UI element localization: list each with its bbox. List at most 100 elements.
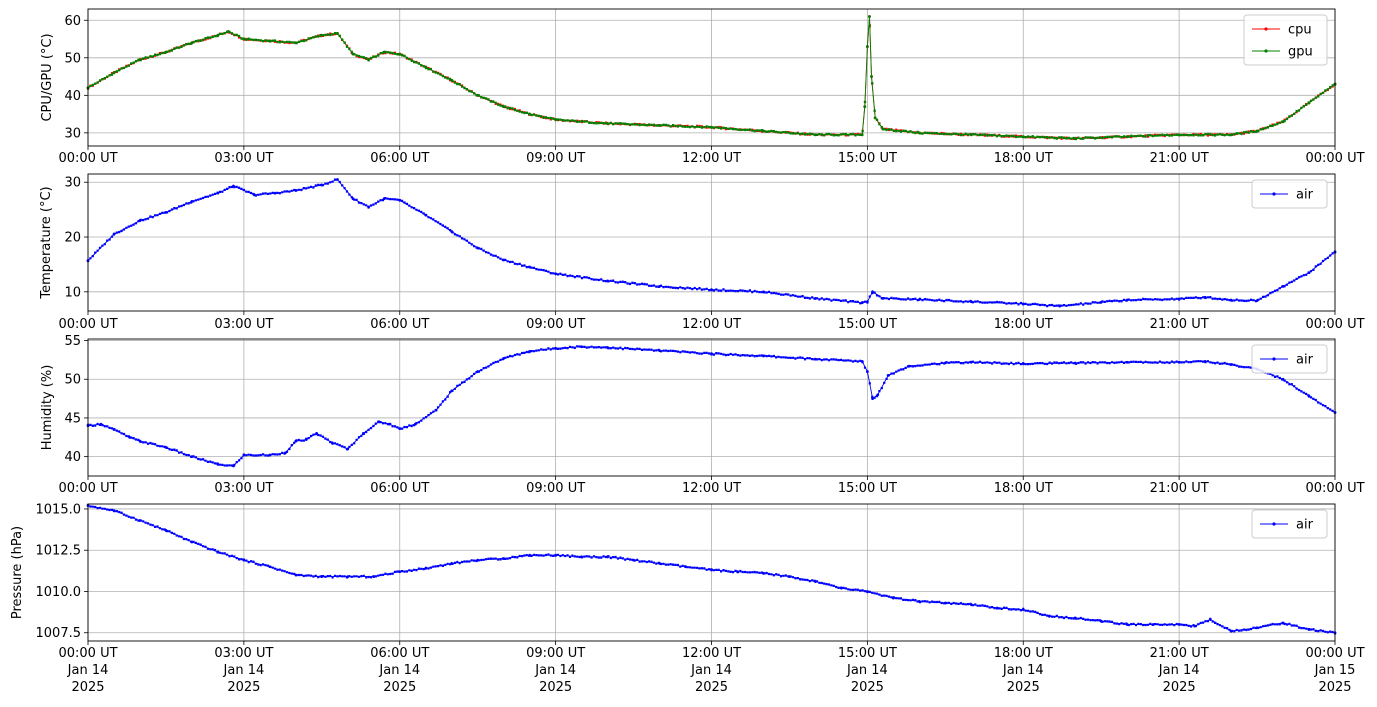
y-tick-label: 50 xyxy=(64,373,81,388)
data-point-air xyxy=(1021,302,1025,306)
data-point-air xyxy=(424,213,428,217)
data-point-air xyxy=(138,439,142,443)
legend: cpu gpu xyxy=(1243,14,1328,66)
data-point-air xyxy=(995,606,999,610)
data-point-air xyxy=(128,435,131,439)
data-point-air xyxy=(1099,619,1103,623)
legend-box xyxy=(1251,344,1328,374)
legend-label-air: air xyxy=(1296,353,1314,368)
x-tick-year-label: 2025 xyxy=(851,680,884,695)
data-point-air xyxy=(315,432,319,435)
data-point-air xyxy=(969,603,973,607)
data-point-air xyxy=(658,562,661,565)
x-tick-label: 09:00 UT xyxy=(526,151,585,166)
data-point-air xyxy=(1125,360,1129,364)
x-tick-label: 03:00 UT xyxy=(214,481,273,496)
y-tick-label: 1010.0 xyxy=(36,585,82,600)
data-point-air xyxy=(502,258,506,262)
x-tick-label: 06:00 UT xyxy=(370,151,429,166)
data-point-gpu xyxy=(112,71,116,75)
y-tick-label: 1012.5 xyxy=(36,544,82,559)
data-point-gpu xyxy=(398,52,402,56)
data-point-air xyxy=(502,356,506,360)
data-point-air xyxy=(554,272,558,276)
data-point-air xyxy=(1307,394,1311,398)
data-point-air xyxy=(917,298,921,301)
data-point-air xyxy=(382,197,386,201)
data-point-gpu xyxy=(226,30,230,33)
plot-frame xyxy=(87,338,1336,477)
data-point-gpu xyxy=(1281,120,1285,124)
data-point-air xyxy=(762,290,765,294)
data-point-air xyxy=(1177,297,1181,301)
data-point-air xyxy=(346,575,350,579)
data-point-air xyxy=(232,464,235,468)
data-point-air xyxy=(190,455,194,459)
x-tick-label: 15:00 UT xyxy=(838,646,897,661)
x-tick-year-label: 2025 xyxy=(1318,680,1351,695)
data-point-air xyxy=(476,246,480,250)
data-point-air xyxy=(112,509,116,513)
data-point-air xyxy=(762,354,765,358)
data-point-air xyxy=(876,393,880,397)
data-point-air xyxy=(304,438,308,442)
y-tick-label: 1015.0 xyxy=(36,502,82,517)
x-tick-year-label: 2025 xyxy=(1163,680,1196,695)
data-point-air xyxy=(1177,623,1181,626)
data-point-air xyxy=(684,565,687,569)
data-point-air xyxy=(346,447,350,451)
x-tick-date-label: Jan 14 xyxy=(690,663,732,678)
data-point-air xyxy=(450,389,454,393)
legend-swatch-marker xyxy=(1272,522,1276,526)
x-tick-year-label: 2025 xyxy=(383,680,416,695)
x-tick-label: 03:00 UT xyxy=(214,151,273,166)
legend-label-cpu: cpu xyxy=(1288,23,1312,38)
data-point-air xyxy=(361,432,365,435)
data-point-air xyxy=(476,370,480,373)
x-tick-label: 00:00 UT xyxy=(58,151,117,166)
data-point-gpu xyxy=(320,33,324,37)
data-point-gpu xyxy=(1177,133,1181,137)
legend-box xyxy=(1243,14,1328,66)
legend-swatch-marker xyxy=(1264,49,1268,53)
data-point-air xyxy=(1281,284,1285,288)
x-tick-label: 09:00 UT xyxy=(526,481,585,496)
data-point-air xyxy=(294,439,298,443)
x-tick-label: 12:00 UT xyxy=(682,317,741,332)
data-point-air xyxy=(190,200,194,203)
data-point-gpu xyxy=(190,41,194,45)
x-tick-label: 00:00 UT xyxy=(1305,481,1364,496)
data-point-air xyxy=(398,570,402,574)
data-point-air xyxy=(413,422,417,426)
x-tick-label: 00:00 UT xyxy=(1305,646,1364,661)
data-point-air xyxy=(606,555,609,559)
data-point-air xyxy=(865,370,869,373)
data-point-air xyxy=(284,451,287,455)
data-point-air xyxy=(351,197,355,201)
data-point-air xyxy=(99,422,103,426)
data-point-air xyxy=(424,566,428,570)
data-point-air xyxy=(398,198,402,202)
x-tick-year-label: 2025 xyxy=(539,680,572,695)
data-point-air xyxy=(112,232,116,236)
data-point-air xyxy=(788,575,791,579)
x-tick-label: 15:00 UT xyxy=(838,317,897,332)
data-point-gpu xyxy=(1307,101,1311,105)
data-point-gpu xyxy=(1229,133,1233,137)
chart-panel-1: 00:00 UT 03:00 UT 06:00 UT 09:00 UT 12:00 UT… xyxy=(40,8,1365,166)
data-point-air xyxy=(710,568,713,572)
legend: air xyxy=(1251,344,1328,374)
data-point-gpu xyxy=(164,50,168,54)
y-tick-label: 40 xyxy=(64,89,81,104)
data-point-air xyxy=(320,575,324,579)
data-point-gpu xyxy=(860,133,864,137)
data-point-air xyxy=(336,178,339,181)
data-point-air xyxy=(450,562,454,565)
data-point-air xyxy=(502,557,506,560)
data-point-air xyxy=(320,183,324,187)
x-tick-label: 06:00 UT xyxy=(370,317,429,332)
x-tick-label: 09:00 UT xyxy=(526,646,585,661)
data-point-air xyxy=(242,558,246,562)
data-point-gpu xyxy=(294,41,298,45)
data-point-air xyxy=(606,346,609,349)
